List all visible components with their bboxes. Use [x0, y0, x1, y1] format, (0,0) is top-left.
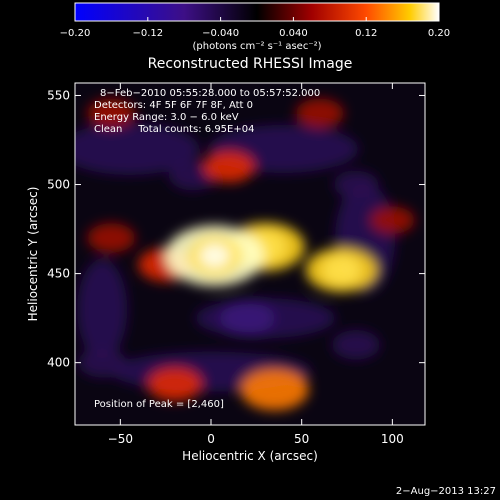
plot-frame [74, 82, 426, 426]
x-axis-ticks [119, 83, 393, 425]
annotation-clean-counts: Clean Total counts: 6.95E+04 [94, 124, 254, 135]
source-blob [87, 98, 136, 129]
x-tick-label: 100 [381, 432, 404, 446]
source-blob [87, 223, 136, 253]
peak-core [199, 243, 230, 268]
x-tick-label: −50 [108, 432, 133, 446]
footer-date: 2−Aug−2013 13:27 [396, 486, 496, 497]
chart-title: Reconstructed RHESSI Image [148, 56, 353, 72]
colorbar-tick-label: −0.12 [132, 28, 163, 39]
source-blob [295, 98, 344, 129]
colorbar-tick-label: 0.20 [428, 28, 450, 39]
x-tick-label: 0 [207, 432, 215, 446]
source-blob [333, 170, 379, 199]
source-core [322, 254, 361, 286]
source-blob [147, 367, 203, 401]
source-blob [240, 368, 309, 411]
x-axis-tick-labels: −50 0 50 100 [108, 432, 404, 446]
colorbar-tick-labels: −0.20 −0.12 −0.040 0.040 0.12 0.20 [60, 28, 450, 39]
colorbar-ticks [74, 17, 440, 21]
y-axis-tick-labels: 400 450 500 550 [47, 88, 70, 369]
x-axis-label: Heliocentric X (arcsec) [182, 449, 318, 463]
y-tick-label: 450 [47, 267, 70, 281]
annotation-energy-range: Energy Range: 3.0 − 6.0 keV [94, 112, 239, 123]
source-blob [203, 150, 255, 183]
y-axis-ticks [75, 94, 425, 364]
y-tick-label: 500 [47, 178, 70, 192]
annotation-time-range: 8−Feb−2010 05:55:28.000 to 05:57:52.000 [100, 88, 320, 99]
colorbar-tick-label: 0.12 [355, 28, 377, 39]
background-lobe [77, 259, 128, 360]
source-blob [219, 301, 275, 336]
colorbar-tick-label: 0.040 [279, 28, 308, 39]
y-axis-label: Heliocentric Y (arcsec) [26, 187, 40, 322]
y-tick-label: 400 [47, 356, 70, 370]
annotation-detectors: Detectors: 4F 5F 6F 7F 8F, Att 0 [94, 100, 253, 111]
source-blob [369, 206, 415, 234]
colorbar-tick-label: −0.040 [202, 28, 239, 39]
y-tick-label: 550 [47, 88, 70, 102]
source-blob [332, 330, 381, 360]
colorbar [74, 2, 440, 22]
colorbar-label: (photons cm⁻² s⁻¹ asec⁻²) [192, 41, 321, 52]
x-tick-label: 50 [294, 432, 309, 446]
background-lobe [75, 122, 200, 175]
peak-position-label: Position of Peak = [2,460] [94, 399, 224, 410]
plot-area [75, 83, 425, 425]
heatmap-image [75, 98, 415, 411]
colorbar-tick-label: −0.20 [60, 28, 91, 39]
source-blob [78, 347, 127, 378]
